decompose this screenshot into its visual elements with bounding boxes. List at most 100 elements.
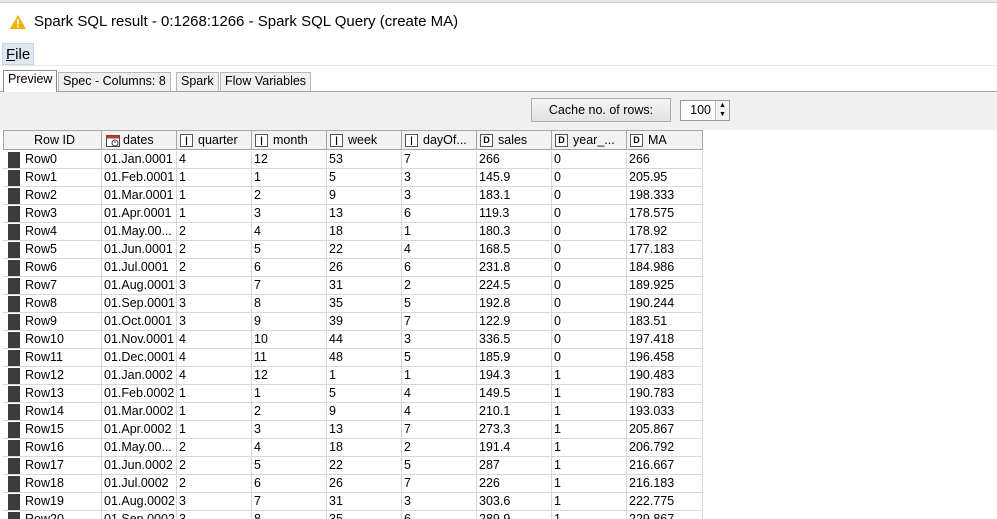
cell-year[interactable]: 0 — [552, 223, 627, 241]
cell-month[interactable]: 2 — [252, 187, 327, 205]
spinner-down-icon[interactable]: ▼ — [719, 111, 726, 118]
table-row[interactable]: Row4 01.May.00... 2 4 18 1 180.3 0 178.92 — [0, 223, 703, 241]
cell-month[interactable]: 4 — [252, 223, 327, 241]
cell-row-id[interactable]: Row4 — [3, 223, 102, 241]
cell-year[interactable]: 1 — [552, 367, 627, 385]
cell-dates[interactable]: 01.Mar.0002 — [102, 403, 177, 421]
cache-rows-value[interactable]: 100 — [690, 103, 711, 117]
tab-spec-columns[interactable]: Spec - Columns: 8 — [58, 72, 171, 91]
menu-file[interactable]: File — [2, 43, 35, 65]
cell-week[interactable]: 44 — [327, 331, 402, 349]
cell-row-id[interactable]: Row12 — [3, 367, 102, 385]
table-row[interactable]: Row8 01.Sep.0001 3 8 35 5 192.8 0 190.244 — [0, 295, 703, 313]
cell-dates[interactable]: 01.Apr.0001 — [102, 205, 177, 223]
cell-sales[interactable]: 273.3 — [477, 421, 552, 439]
cell-year[interactable]: 1 — [552, 493, 627, 511]
column-header-quarter[interactable]: | quarter — [177, 130, 252, 150]
cell-ma[interactable]: 216.183 — [627, 475, 703, 493]
cell-dates[interactable]: 01.Oct.0001 — [102, 313, 177, 331]
table-row[interactable]: Row6 01.Jul.0001 2 6 26 6 231.8 0 184.986 — [0, 259, 703, 277]
cell-day-of[interactable]: 7 — [402, 151, 477, 169]
cell-dates[interactable]: 01.Mar.0001 — [102, 187, 177, 205]
table-row[interactable]: Row12 01.Jan.0002 4 12 1 1 194.3 1 190.483 — [0, 367, 703, 385]
cell-week[interactable]: 31 — [327, 493, 402, 511]
cell-year[interactable]: 1 — [552, 457, 627, 475]
cell-day-of[interactable]: 7 — [402, 475, 477, 493]
column-header-ma[interactable]: D MA — [627, 130, 703, 150]
cell-day-of[interactable]: 2 — [402, 277, 477, 295]
cell-ma[interactable]: 196.458 — [627, 349, 703, 367]
table-row[interactable]: Row20 01.Sep.0002 3 8 35 6 289.9 1 229.867 — [0, 511, 703, 519]
cell-quarter[interactable]: 3 — [177, 511, 252, 519]
table-row[interactable]: Row5 01.Jun.0001 2 5 22 4 168.5 0 177.183 — [0, 241, 703, 259]
cell-month[interactable]: 9 — [252, 313, 327, 331]
cell-month[interactable]: 4 — [252, 439, 327, 457]
cell-sales[interactable]: 149.5 — [477, 385, 552, 403]
cell-ma[interactable]: 206.792 — [627, 439, 703, 457]
cell-ma[interactable]: 216.667 — [627, 457, 703, 475]
cell-year[interactable]: 0 — [552, 241, 627, 259]
cell-ma[interactable]: 193.033 — [627, 403, 703, 421]
cell-week[interactable]: 18 — [327, 439, 402, 457]
cell-ma[interactable]: 222.775 — [627, 493, 703, 511]
cell-quarter[interactable]: 1 — [177, 205, 252, 223]
cell-row-id[interactable]: Row9 — [3, 313, 102, 331]
cell-year[interactable]: 0 — [552, 313, 627, 331]
cell-dates[interactable]: 01.Sep.0002 — [102, 511, 177, 519]
column-header-week[interactable]: | week — [327, 130, 402, 150]
table-row[interactable]: Row14 01.Mar.0002 1 2 9 4 210.1 1 193.033 — [0, 403, 703, 421]
cell-year[interactable]: 0 — [552, 205, 627, 223]
cell-row-id[interactable]: Row5 — [3, 241, 102, 259]
cell-month[interactable]: 11 — [252, 349, 327, 367]
cell-month[interactable]: 8 — [252, 295, 327, 313]
cell-day-of[interactable]: 2 — [402, 439, 477, 457]
cell-month[interactable]: 5 — [252, 457, 327, 475]
cell-sales[interactable]: 145.9 — [477, 169, 552, 187]
cell-day-of[interactable]: 3 — [402, 331, 477, 349]
cell-quarter[interactable]: 3 — [177, 493, 252, 511]
cell-ma[interactable]: 183.51 — [627, 313, 703, 331]
cell-sales[interactable]: 287 — [477, 457, 552, 475]
cell-row-id[interactable]: Row8 — [3, 295, 102, 313]
cell-sales[interactable]: 194.3 — [477, 367, 552, 385]
table-row[interactable]: Row10 01.Nov.0001 4 10 44 3 336.5 0 197.418 — [0, 331, 703, 349]
cell-month[interactable]: 1 — [252, 385, 327, 403]
cell-day-of[interactable]: 4 — [402, 385, 477, 403]
cell-year[interactable]: 0 — [552, 295, 627, 313]
cell-quarter[interactable]: 1 — [177, 421, 252, 439]
cache-rows-spinner[interactable]: 100 ▲ ▼ — [680, 100, 730, 121]
cell-dates[interactable]: 01.Jun.0001 — [102, 241, 177, 259]
cell-quarter[interactable]: 2 — [177, 457, 252, 475]
cell-quarter[interactable]: 2 — [177, 475, 252, 493]
cell-week[interactable]: 26 — [327, 475, 402, 493]
cell-week[interactable]: 39 — [327, 313, 402, 331]
cell-day-of[interactable]: 6 — [402, 259, 477, 277]
cell-dates[interactable]: 01.Jun.0002 — [102, 457, 177, 475]
cell-quarter[interactable]: 2 — [177, 439, 252, 457]
cell-row-id[interactable]: Row3 — [3, 205, 102, 223]
cell-ma[interactable]: 178.575 — [627, 205, 703, 223]
cell-row-id[interactable]: Row11 — [3, 349, 102, 367]
cell-sales[interactable]: 191.4 — [477, 439, 552, 457]
cell-month[interactable]: 7 — [252, 493, 327, 511]
cell-sales[interactable]: 266 — [477, 151, 552, 169]
cell-dates[interactable]: 01.May.00... — [102, 223, 177, 241]
table-row[interactable]: Row0 01.Jan.0001 4 12 53 7 266 0 266 — [0, 151, 703, 169]
cell-year[interactable]: 0 — [552, 151, 627, 169]
cell-dates[interactable]: 01.May.00... — [102, 439, 177, 457]
cell-dates[interactable]: 01.Apr.0002 — [102, 421, 177, 439]
cell-sales[interactable]: 210.1 — [477, 403, 552, 421]
cell-quarter[interactable]: 4 — [177, 151, 252, 169]
cell-row-id[interactable]: Row20 — [3, 511, 102, 519]
cell-sales[interactable]: 183.1 — [477, 187, 552, 205]
table-row[interactable]: Row11 01.Dec.0001 4 11 48 5 185.9 0 196.458 — [0, 349, 703, 367]
cell-quarter[interactable]: 4 — [177, 367, 252, 385]
cell-row-id[interactable]: Row15 — [3, 421, 102, 439]
cell-day-of[interactable]: 3 — [402, 187, 477, 205]
cell-year[interactable]: 0 — [552, 331, 627, 349]
cell-day-of[interactable]: 4 — [402, 241, 477, 259]
cell-day-of[interactable]: 4 — [402, 403, 477, 421]
cell-month[interactable]: 6 — [252, 475, 327, 493]
cell-sales[interactable]: 226 — [477, 475, 552, 493]
